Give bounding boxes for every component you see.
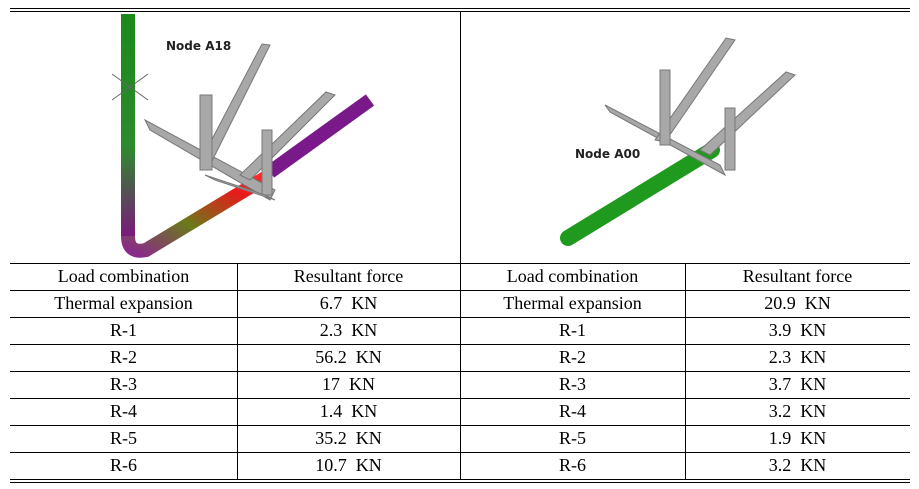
table-cell: 1.9 KN bbox=[768, 428, 827, 448]
table-cell: Thermal expansion bbox=[54, 293, 193, 313]
table-cell: 56.2 KN bbox=[315, 347, 382, 367]
table-cell: R-5 bbox=[110, 428, 137, 448]
table-cell: R-1 bbox=[110, 320, 137, 340]
rule bbox=[460, 12, 461, 263]
table-cell: 35.2 KN bbox=[315, 428, 382, 448]
rule bbox=[10, 11, 910, 12]
figure-label: Node A00 bbox=[575, 147, 640, 161]
table-cell: R-2 bbox=[110, 347, 137, 367]
rule bbox=[10, 479, 910, 480]
table-cell: R-6 bbox=[559, 455, 586, 475]
header-cell: Load combination bbox=[506, 266, 639, 286]
table-cell: 3.7 KN bbox=[768, 374, 827, 394]
rule bbox=[237, 263, 238, 479]
table-cell: 2.3 KN bbox=[319, 320, 378, 340]
left-figure: Node A18 bbox=[111, 14, 375, 258]
table-cell: R-4 bbox=[110, 401, 137, 421]
table-cell: R-4 bbox=[559, 401, 586, 421]
header-cell: Resultant force bbox=[293, 266, 404, 286]
table-cell: R-1 bbox=[559, 320, 586, 340]
table-cell: 6.7 KN bbox=[319, 293, 378, 313]
table-cell: 2.3 KN bbox=[768, 347, 827, 367]
rule bbox=[10, 8, 910, 9]
table-cell: R-3 bbox=[559, 374, 586, 394]
right-figure: Node A00 bbox=[560, 37, 796, 246]
table-cell: R-5 bbox=[559, 428, 586, 448]
table-cell: R-2 bbox=[559, 347, 586, 367]
table-cell: R-3 bbox=[110, 374, 137, 394]
header-cell: Load combination bbox=[57, 266, 190, 286]
rule bbox=[460, 263, 461, 479]
figure-label: Node A18 bbox=[166, 39, 231, 53]
table-cell: R-6 bbox=[110, 455, 137, 475]
table-cell: 17 KN bbox=[322, 374, 375, 394]
table-cell: 20.9 KN bbox=[764, 293, 831, 313]
table-cell: 3.2 KN bbox=[768, 455, 827, 475]
table-cell: 1.4 KN bbox=[319, 401, 378, 421]
table-cell: 3.2 KN bbox=[768, 401, 827, 421]
table-cell: 10.7 KN bbox=[315, 455, 382, 475]
header-cell: Resultant force bbox=[742, 266, 853, 286]
rule bbox=[10, 482, 910, 483]
table-cell: 3.9 KN bbox=[768, 320, 827, 340]
rule bbox=[685, 263, 686, 479]
table-cell: Thermal expansion bbox=[503, 293, 642, 313]
